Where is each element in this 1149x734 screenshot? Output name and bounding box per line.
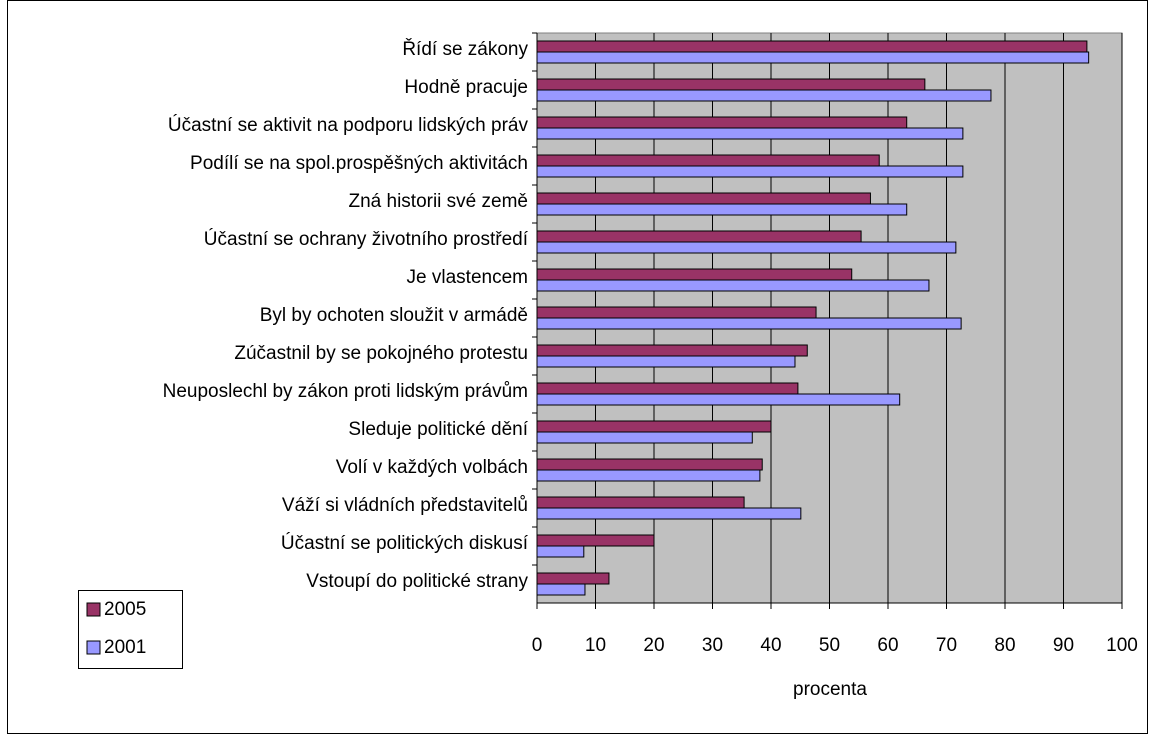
x-axis-label: procenta — [793, 679, 867, 700]
y-tick-label: Váží si vládních představitelů — [282, 495, 528, 516]
bar — [536, 230, 862, 243]
bar — [536, 355, 796, 368]
bar — [536, 344, 808, 357]
y-tick-label: Účastní se politických diskusí — [281, 532, 529, 554]
x-tick-label: 50 — [819, 635, 840, 656]
bar — [536, 306, 817, 319]
bar — [536, 431, 753, 444]
y-tick-label: Zúčastnil by se pokojného protestu — [234, 343, 528, 364]
legend-label: 2005 — [104, 599, 146, 620]
x-tick-label: 20 — [643, 635, 664, 656]
y-tick-label: Volí v každých volbách — [336, 457, 528, 478]
bar — [536, 203, 908, 216]
bar — [536, 268, 853, 281]
y-tick-label: Účastní se ochrany životního prostředí — [204, 228, 529, 250]
y-tick-label: Vstoupí do politické strany — [306, 571, 528, 592]
x-tick-label: 0 — [532, 635, 543, 656]
bar — [536, 507, 802, 520]
bar — [536, 382, 799, 395]
bar — [536, 420, 772, 433]
bar — [536, 154, 880, 167]
x-tick-label: 80 — [994, 635, 1015, 656]
y-tick-label: Hodně pracuje — [404, 77, 528, 98]
x-tick-label: 10 — [585, 635, 606, 656]
bar — [536, 78, 926, 91]
x-tick-label: 90 — [1053, 635, 1074, 656]
y-tick-label: Neuposlechl by zákon proti lidským právů… — [163, 381, 528, 402]
bar — [536, 192, 871, 205]
bar — [536, 469, 761, 482]
bar — [536, 165, 964, 178]
bar — [536, 89, 992, 102]
x-tick-label: 100 — [1106, 635, 1138, 656]
y-tick-label: Účastní se aktivit na podporu lidských p… — [168, 114, 529, 136]
bar — [536, 279, 930, 292]
legend-swatch — [86, 640, 101, 655]
bar — [536, 458, 763, 471]
x-tick-label: 70 — [936, 635, 957, 656]
x-tick-label: 30 — [702, 635, 723, 656]
legend-swatch — [86, 602, 101, 617]
bar — [536, 496, 745, 509]
y-tick-label: Podílí se na spol.prospěšných aktivitách — [190, 153, 528, 174]
bar — [536, 583, 586, 596]
bar — [536, 393, 901, 406]
x-tick-label: 60 — [877, 635, 898, 656]
bar — [536, 116, 908, 129]
y-tick-label: Sleduje politické dění — [348, 419, 528, 440]
legend-label: 2001 — [104, 637, 146, 658]
x-tick-label: 40 — [760, 635, 781, 656]
bar — [536, 545, 585, 558]
bar — [536, 51, 1090, 64]
bar — [536, 40, 1088, 53]
bar — [536, 572, 610, 585]
y-tick-label: Řídí se zákony — [402, 38, 528, 60]
bar — [536, 127, 964, 140]
y-tick-label: Byl by ochoten sloužit v armádě — [260, 305, 528, 326]
bar — [536, 317, 962, 330]
y-tick-label: Zná historii své země — [348, 191, 528, 212]
y-tick-label: Je vlastencem — [407, 267, 528, 288]
bar — [536, 241, 957, 254]
bar — [536, 534, 655, 547]
